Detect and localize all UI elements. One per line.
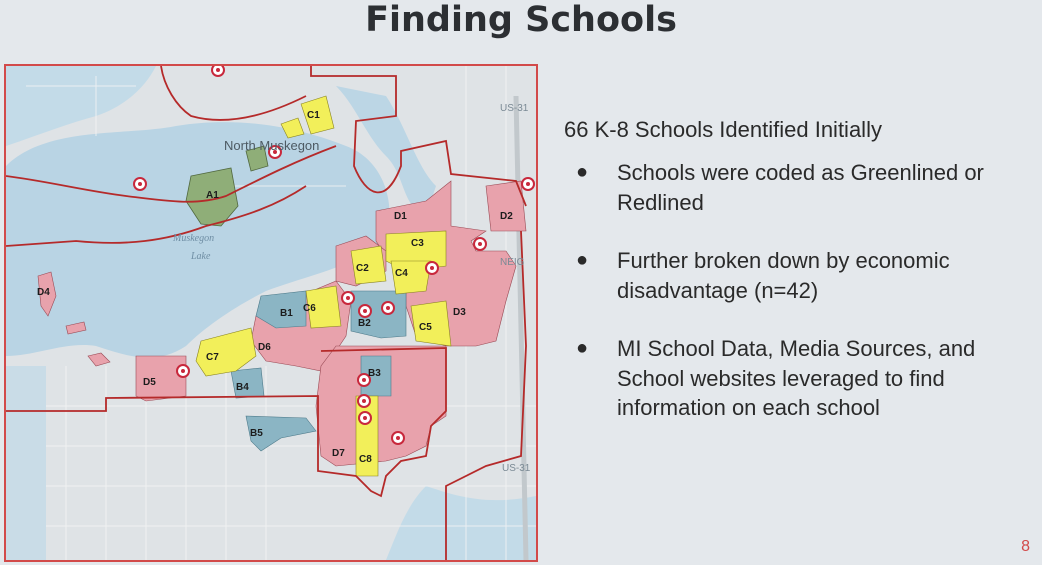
zone-c5 [410,300,452,347]
boundary-south [6,347,447,498]
zone-label-c5: C5 [419,322,432,333]
boundary-lake-south [6,185,307,247]
bullet-item: ● MI School Data, Media Sources, and Scho… [564,334,1024,423]
label-route-top: US-31 [500,103,529,114]
school-marker[interactable] [211,66,225,77]
b-zones [230,290,407,452]
zone-d2 [485,180,527,232]
page-number: 8 [1021,538,1030,555]
zone-label-d7: D7 [332,448,345,459]
school-marker[interactable] [176,364,190,378]
street-grid [26,66,536,560]
bullet-text: Further broken down by economic disadvan… [617,248,950,303]
zone-b1 [255,290,307,329]
lake-michigan [6,366,46,560]
mona-lake [386,486,536,560]
zone-d5 [135,355,187,402]
boundary-east [445,230,527,560]
zone-c2 [350,245,387,285]
zone-label-d4: D4 [37,287,50,298]
river-channel [336,86,436,216]
redlining-map-svg: North Muskegon Muskegon Lake NEIG US-31 … [6,66,536,560]
zone-label-b2: B2 [358,318,371,329]
slide-text: 66 K-8 Schools Identified Initially ● Sch… [564,114,1024,452]
label-route-bottom: US-31 [502,463,531,474]
school-marker[interactable] [133,177,147,191]
zone-d4-fragment-2 [87,352,111,367]
zone-label-b1: B1 [280,308,293,319]
zone-c4 [390,260,432,295]
zone-c7 [195,327,257,377]
school-marker[interactable] [381,301,395,315]
bullet-list: ● Schools were coded as Greenlined or Red… [564,158,1024,423]
bullet-dot-icon: ● [576,161,589,183]
zone-a1-fragment [245,145,269,172]
district-boundaries [6,66,527,560]
zone-label-c3: C3 [411,238,424,249]
zone-label-c2: C2 [356,263,369,274]
zone-c6 [305,285,342,329]
zone-label-d1: D1 [394,211,407,222]
zone-d4-fragment-1 [65,321,87,335]
bullet-item: ● Further broken down by economic disadva… [564,246,1024,305]
school-marker[interactable] [391,431,405,445]
label-neig: NEIG [500,257,525,268]
school-marker[interactable] [357,373,371,387]
bullet-dot-icon: ● [576,337,589,359]
label-lake-line1: Muskegon [172,233,214,244]
zone-label-d3: D3 [453,307,466,318]
boundary-north-muskegon [160,66,307,121]
zone-label-c8: C8 [359,454,372,465]
slide-title: Finding Schools [365,0,677,40]
muskegon-lake [6,122,390,358]
zone-label-a1: A1 [206,190,219,201]
zone-c1-fragment [280,117,305,139]
zone-label-d6: D6 [258,342,271,353]
zone-label-c4: C4 [395,268,408,279]
bullet-dot-icon: ● [576,249,589,271]
label-lake-line2: Lake [190,251,211,262]
school-marker[interactable] [521,177,535,191]
label-north-muskegon: North Muskegon [224,138,319,153]
school-marker[interactable] [268,145,282,159]
boundary-north [310,66,527,207]
zone-c1 [300,95,335,135]
school-marker[interactable] [358,304,372,318]
school-map: North Muskegon Muskegon Lake NEIG US-31 … [4,64,538,562]
zone-label-b4: B4 [236,382,249,393]
zone-label-c6: C6 [303,303,316,314]
boundary-lake-north [6,145,337,203]
zone-label-c1: C1 [307,110,320,121]
school-marker[interactable] [425,261,439,275]
us31-highway [513,95,529,560]
zone-d4 [37,271,57,317]
zone-b5 [245,415,317,452]
zone-label-d2: D2 [500,211,513,222]
school-marker[interactable] [358,411,372,425]
school-markers [133,66,535,445]
c-zones [195,95,452,477]
zone-label-c7: C7 [206,352,219,363]
zone-label-d5: D5 [143,377,156,388]
bullet-text: Schools were coded as Greenlined or Redl… [617,160,984,215]
school-marker[interactable] [473,237,487,251]
bullet-text: MI School Data, Media Sources, and Schoo… [617,336,976,420]
intro-text: 66 K-8 Schools Identified Initially [564,117,882,142]
school-marker[interactable] [357,394,371,408]
school-marker[interactable] [341,291,355,305]
bullet-item: ● Schools were coded as Greenlined or Red… [564,158,1024,217]
zone-label-b5: B5 [250,428,263,439]
zone-label-b3: B3 [368,368,381,379]
